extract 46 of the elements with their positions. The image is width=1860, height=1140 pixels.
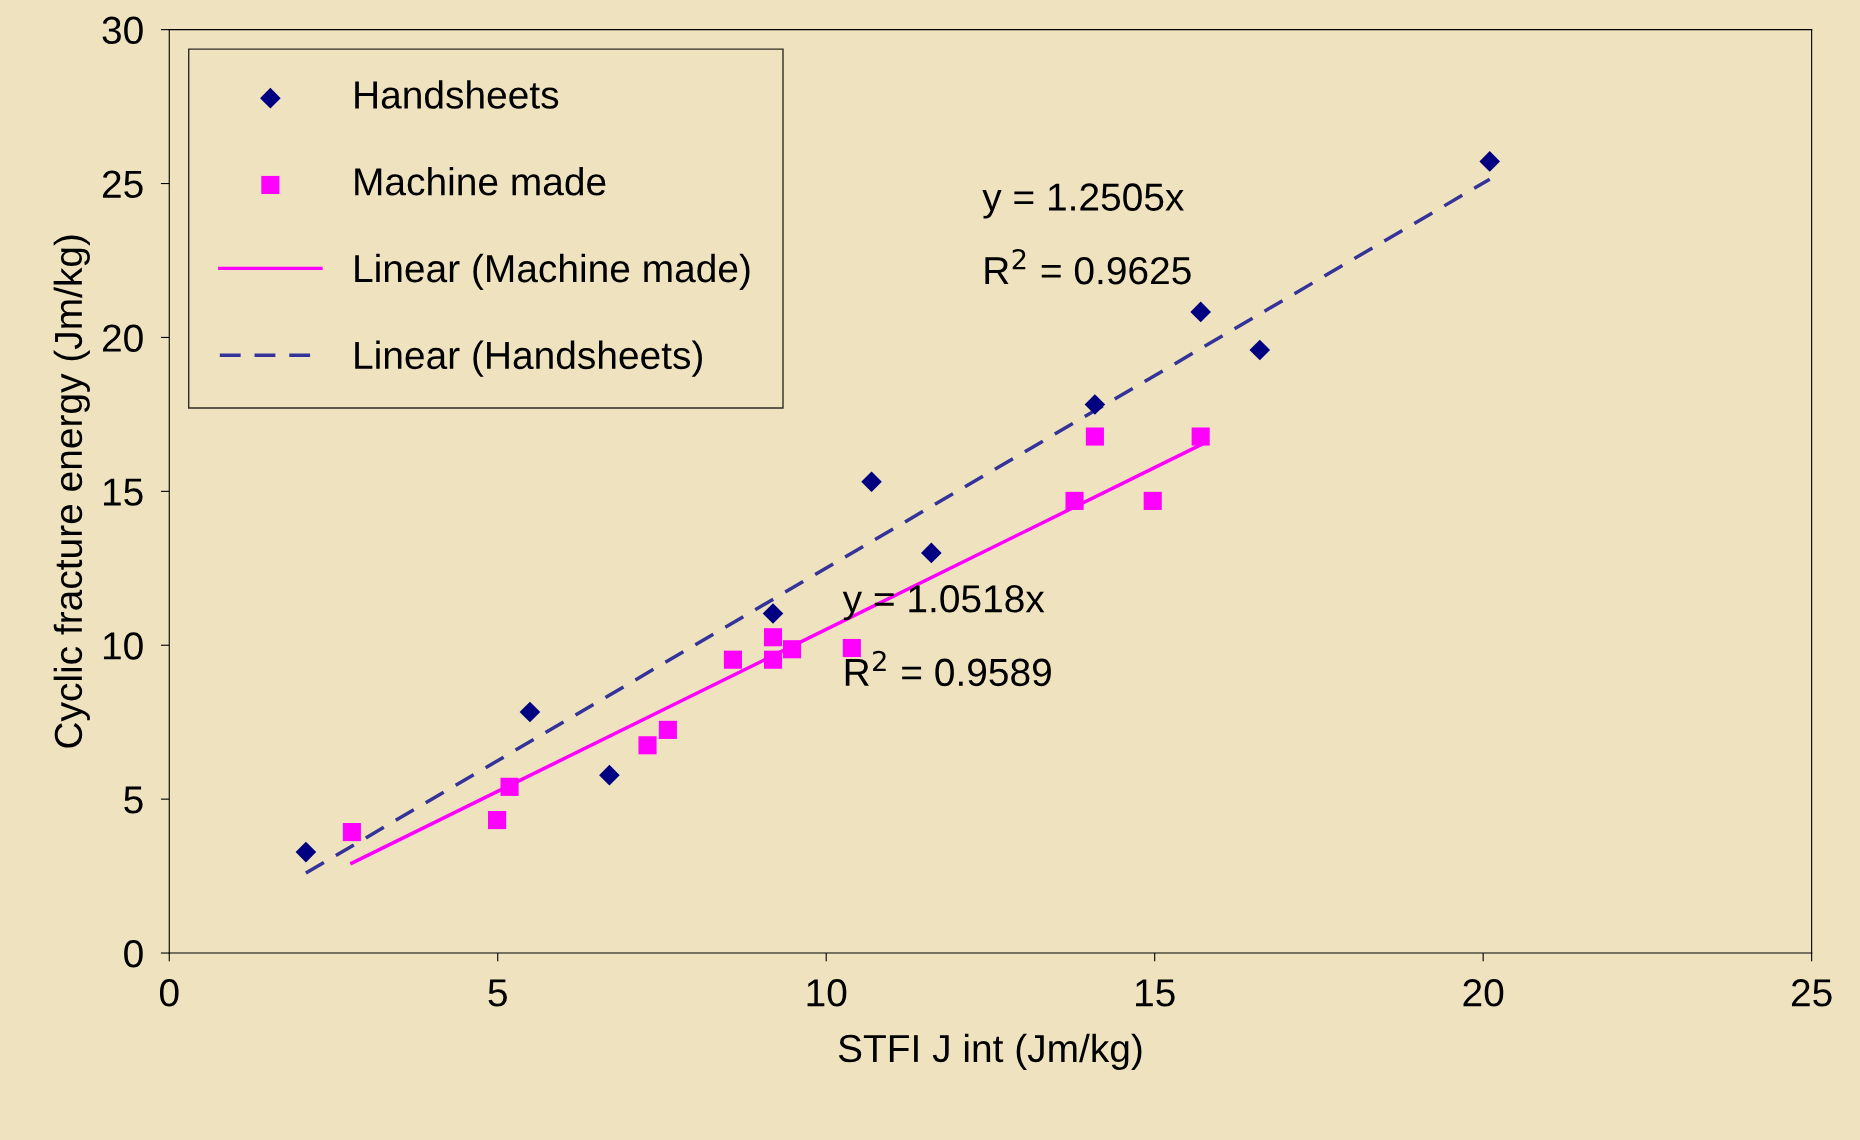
y-tick-label: 5 bbox=[124, 786, 143, 814]
legend-label: Linear (Handsheets) bbox=[355, 340, 702, 377]
point bbox=[763, 628, 783, 647]
y-tick-label: 10 bbox=[103, 632, 143, 660]
point bbox=[1190, 301, 1211, 323]
point bbox=[723, 650, 742, 669]
point bbox=[1085, 427, 1104, 446]
x-tick-label: 10 bbox=[807, 979, 847, 1007]
x-tick-label: 25 bbox=[1791, 979, 1832, 1007]
point bbox=[342, 823, 361, 842]
legend-label: Handsheets bbox=[355, 80, 559, 109]
point bbox=[1065, 491, 1084, 510]
point bbox=[783, 640, 802, 659]
point bbox=[861, 471, 882, 493]
point bbox=[921, 542, 942, 564]
point bbox=[488, 811, 507, 830]
x-tick-label: 15 bbox=[1136, 979, 1175, 1007]
x-tick-label: 20 bbox=[1463, 979, 1504, 1007]
y-tick-label: 30 bbox=[102, 16, 143, 45]
point bbox=[842, 638, 861, 658]
x-tick-label: 5 bbox=[488, 979, 507, 1007]
y-axis-title: Cyclic fracture energy (Jm/kg) bbox=[53, 235, 90, 748]
annotation: y = 1.2505x bbox=[982, 183, 1184, 219]
point bbox=[638, 736, 657, 755]
y-tick-label: 15 bbox=[103, 478, 143, 506]
annotation: R$^{2}$ = 0.9625 bbox=[985, 249, 1191, 285]
point bbox=[1479, 151, 1501, 172]
legend-label: Machine made bbox=[355, 167, 606, 196]
y-tick-label: 0 bbox=[124, 939, 143, 968]
y-tick-label: 25 bbox=[102, 170, 143, 199]
x-tick-label: 0 bbox=[159, 979, 179, 1007]
point bbox=[500, 777, 519, 796]
point bbox=[763, 650, 783, 669]
legend-label: Linear (Machine made) bbox=[355, 253, 750, 291]
point bbox=[295, 841, 317, 863]
y-tick-label: 20 bbox=[102, 324, 143, 352]
point bbox=[658, 720, 677, 739]
x-axis-title: STFI J int (Jm/kg) bbox=[838, 1033, 1142, 1070]
point bbox=[762, 603, 784, 624]
point bbox=[1084, 394, 1106, 415]
annotation: R$^{2}$ = 0.9589 bbox=[845, 650, 1051, 687]
point bbox=[1191, 427, 1210, 446]
point bbox=[599, 764, 620, 786]
point bbox=[1143, 491, 1162, 510]
point bbox=[519, 701, 541, 723]
point bbox=[1249, 339, 1271, 361]
